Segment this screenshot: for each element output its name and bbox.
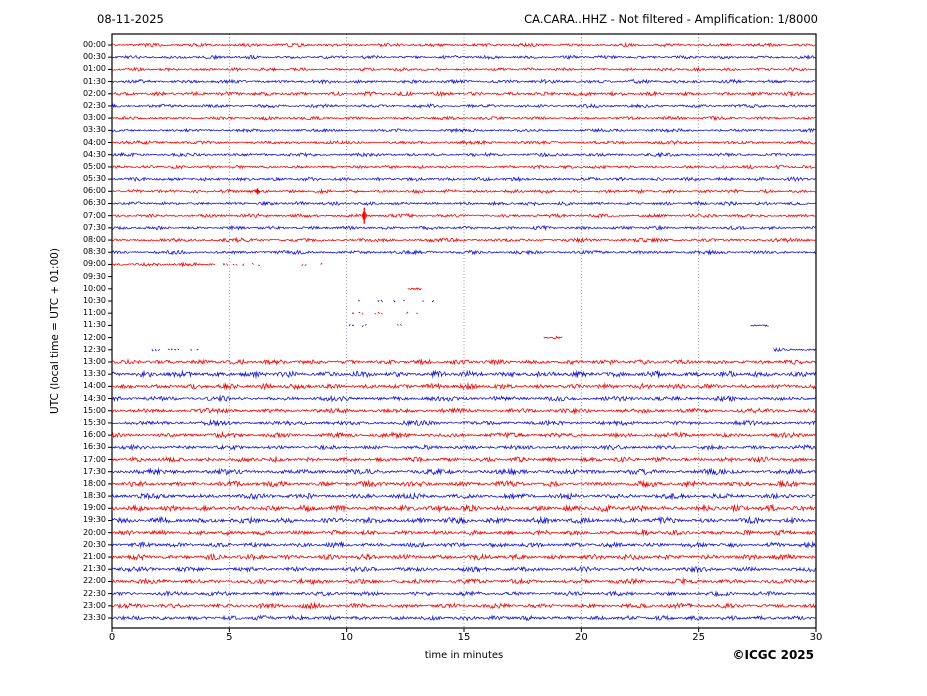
station-title: CA.CARA..HHZ - Not filtered - Amplificat… bbox=[524, 12, 818, 26]
y-tick-label-0230: 02:30 bbox=[82, 100, 106, 110]
y-tick-label-1900: 19:00 bbox=[82, 503, 106, 513]
y-tick-label-2030: 20:30 bbox=[82, 539, 106, 549]
y-tick-label-2200: 22:00 bbox=[82, 576, 106, 586]
y-tick-label-0530: 05:30 bbox=[82, 174, 106, 184]
y-tick-label-1530: 15:30 bbox=[82, 417, 106, 427]
y-axis-label: UTC (local time = UTC + 01:00) bbox=[49, 248, 61, 414]
y-tick-label-0830: 08:30 bbox=[82, 247, 106, 257]
x-tick-label-25: 25 bbox=[692, 632, 706, 643]
y-tick-label-0730: 07:30 bbox=[82, 222, 106, 232]
y-tick-label-1630: 16:30 bbox=[82, 442, 106, 452]
y-tick-label-1100: 11:00 bbox=[82, 308, 106, 318]
y-tick-label-0330: 03:30 bbox=[82, 125, 106, 135]
x-tick-label-30: 30 bbox=[809, 632, 823, 643]
y-tick-label-0430: 04:30 bbox=[82, 149, 106, 159]
y-tick-label-0030: 00:30 bbox=[82, 52, 106, 62]
y-tick-label-0130: 01:30 bbox=[82, 76, 106, 86]
copyright-label: ©ICGC 2025 bbox=[732, 648, 814, 662]
y-tick-label-1230: 12:30 bbox=[82, 344, 106, 354]
y-tick-label-1430: 14:30 bbox=[82, 393, 106, 403]
y-tick-label-0630: 06:30 bbox=[82, 198, 106, 208]
x-tick-label-0: 0 bbox=[108, 632, 116, 643]
y-tick-label-0100: 01:00 bbox=[82, 64, 106, 74]
y-tick-label-1600: 16:00 bbox=[82, 430, 106, 440]
x-tick-label-20: 20 bbox=[574, 632, 588, 643]
y-tick-label-1800: 18:00 bbox=[82, 478, 106, 488]
y-tick-label-0900: 09:00 bbox=[82, 259, 106, 269]
y-tick-label-1030: 10:30 bbox=[82, 296, 106, 306]
date-title: 08-11-2025 bbox=[97, 12, 164, 26]
y-tick-label-0400: 04:00 bbox=[82, 137, 106, 147]
y-tick-label-1500: 15:00 bbox=[82, 405, 106, 415]
y-tick-label-0600: 06:00 bbox=[82, 186, 106, 196]
x-tick-label-10: 10 bbox=[340, 632, 354, 643]
x-axis-label: time in minutes bbox=[424, 650, 504, 661]
y-tick-label-2330: 23:30 bbox=[82, 613, 106, 622]
y-tick-label-2300: 23:00 bbox=[82, 600, 106, 610]
x-tick-label-15: 15 bbox=[457, 632, 471, 643]
y-tick-label-1330: 13:30 bbox=[82, 369, 106, 379]
y-tick-label-0300: 03:00 bbox=[82, 113, 106, 123]
y-tick-label-0800: 08:00 bbox=[82, 235, 106, 245]
y-tick-label-2100: 21:00 bbox=[82, 552, 106, 562]
y-tick-label-0200: 02:00 bbox=[82, 88, 106, 98]
y-tick-label-2230: 22:30 bbox=[82, 588, 106, 598]
y-tick-label-1830: 18:30 bbox=[82, 491, 106, 501]
y-tick-label-0930: 09:30 bbox=[82, 271, 106, 281]
y-tick-label-1930: 19:30 bbox=[82, 515, 106, 525]
y-tick-label-1700: 17:00 bbox=[82, 454, 106, 464]
y-tick-label-2000: 20:00 bbox=[82, 527, 106, 537]
y-tick-label-0500: 05:00 bbox=[82, 161, 106, 171]
x-tick-label-5: 5 bbox=[226, 632, 233, 643]
y-tick-label-2130: 21:30 bbox=[82, 564, 106, 574]
y-tick-label-0000: 00:00 bbox=[82, 40, 106, 49]
y-tick-label-1400: 14:00 bbox=[82, 381, 106, 391]
y-tick-label-1200: 12:00 bbox=[82, 332, 106, 342]
y-tick-label-1130: 11:30 bbox=[82, 320, 106, 330]
y-tick-label-0700: 07:00 bbox=[82, 210, 106, 220]
y-tick-label-1000: 10:00 bbox=[82, 283, 106, 293]
y-tick-label-1300: 13:00 bbox=[82, 356, 106, 366]
y-tick-label-1730: 17:30 bbox=[82, 466, 106, 476]
